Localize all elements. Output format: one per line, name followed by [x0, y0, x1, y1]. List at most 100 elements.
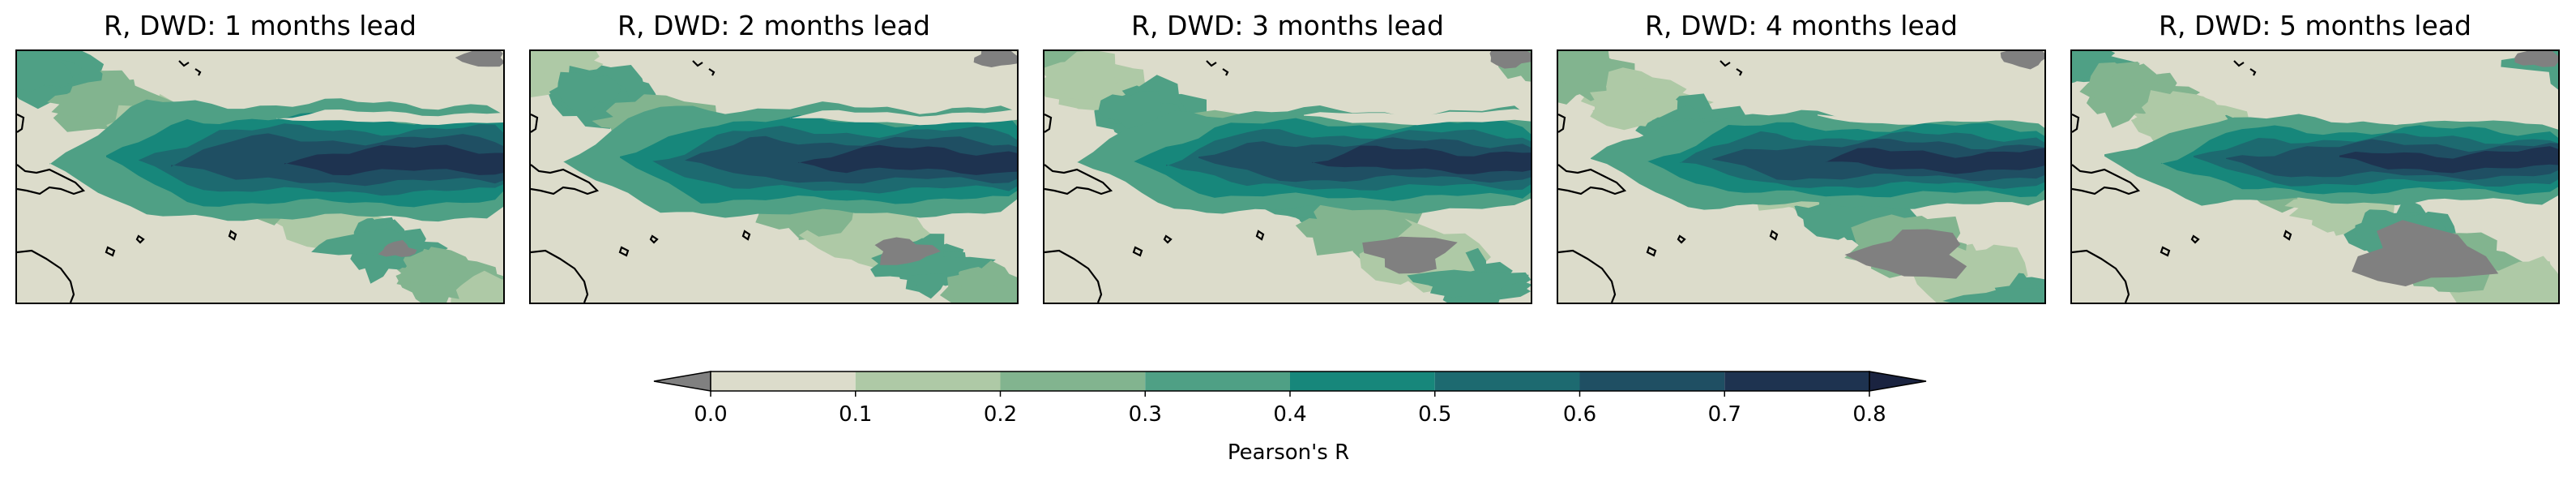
coastline: [2159, 246, 2171, 257]
coastline: [1206, 60, 1217, 67]
correlation-band: [1312, 145, 1531, 174]
coastline: [1646, 246, 1657, 257]
correlation-patch: [531, 51, 557, 81]
correlation-patch: [1407, 269, 1530, 298]
map-panel-1: [15, 49, 505, 304]
coastline: [2233, 60, 2245, 67]
coastline: [105, 246, 116, 257]
colorbar-swatch: [1290, 371, 1435, 391]
coastline: [17, 114, 25, 133]
correlation-patch: [1558, 58, 1591, 88]
coastline: [1255, 230, 1265, 241]
coastline: [618, 246, 630, 257]
correlation-band: [2339, 146, 2558, 174]
correlation-patch: [2088, 72, 2141, 103]
coastline: [228, 230, 237, 241]
coastline: [1558, 114, 1566, 133]
correlation-patch: [557, 71, 621, 114]
colorbar-tick-label: 0.6: [1563, 402, 1596, 427]
correlation-patch: [399, 260, 453, 288]
panel-title-3: R, DWD: 3 months lead: [1131, 10, 1444, 41]
coastline: [1222, 68, 1229, 76]
coastline: [178, 60, 190, 67]
colorbar-swatch: [1724, 371, 1869, 391]
panel-title-5: R, DWD: 5 months lead: [2159, 10, 2471, 41]
coastline: [1132, 246, 1143, 257]
coastline: [1044, 249, 1103, 303]
negative-correlation-area: [1362, 236, 1458, 274]
coastline: [2072, 114, 2080, 133]
negative-correlation-area: [455, 51, 503, 67]
negative-correlation-area: [2514, 51, 2558, 67]
negative-correlation-area: [874, 237, 941, 265]
coastline: [1163, 234, 1173, 244]
coastline: [17, 249, 75, 303]
panel-title-2: R, DWD: 2 months lead: [617, 10, 930, 41]
correlation-map: [1044, 51, 1531, 303]
coastline: [649, 234, 659, 244]
map-panel-4: [1557, 49, 2046, 304]
correlation-band: [798, 144, 1017, 175]
colorbar-under-arrow: [653, 371, 711, 392]
coastline: [692, 60, 703, 67]
correlation-band: [1818, 110, 2044, 125]
coastline: [2072, 164, 2141, 195]
correlation-patch: [17, 51, 75, 92]
map-panel-2: [529, 49, 1019, 304]
negative-correlation-area: [2352, 220, 2499, 286]
coastline: [1736, 68, 1743, 76]
negative-correlation-area: [973, 51, 1017, 67]
map-panel-5: [2070, 49, 2560, 304]
correlation-patch: [1044, 62, 1099, 100]
correlation-band: [790, 109, 1017, 126]
negative-correlation-area: [2000, 51, 2044, 70]
correlation-patch: [2145, 98, 2199, 139]
coastline: [1677, 234, 1686, 244]
map-panel-3: [1043, 49, 1532, 304]
correlation-band: [1826, 148, 2044, 174]
correlation-band: [284, 144, 503, 176]
correlation-patch: [461, 281, 503, 303]
correlation-band: [276, 110, 503, 125]
colorbar-swatch: [1579, 371, 1725, 391]
colorbar-tick-label: 0.8: [1852, 402, 1886, 427]
colorbar-swatch: [711, 371, 856, 391]
colorbar-tick-label: 0.3: [1129, 402, 1162, 427]
colorbar-swatch: [1145, 371, 1290, 391]
correlation-map: [17, 51, 503, 303]
coastline: [531, 249, 589, 303]
correlation-map: [1558, 51, 2044, 303]
coastline: [2190, 234, 2200, 244]
colorbar-over-arrow: [1869, 371, 1927, 392]
panel-title-1: R, DWD: 1 months lead: [104, 10, 417, 41]
correlation-patch: [1098, 91, 1162, 134]
colorbar-swatch: [1434, 371, 1580, 391]
coastline: [1558, 249, 1617, 303]
colorbar-tick-label: 0.0: [694, 402, 727, 427]
coastline: [2072, 249, 2130, 303]
coastline: [1558, 164, 1627, 195]
panel-title-4: R, DWD: 4 months lead: [1645, 10, 1958, 41]
colorbar-swatch: [855, 371, 1001, 391]
correlation-patch: [1595, 77, 1651, 117]
coastline: [741, 230, 751, 241]
coastline: [17, 164, 86, 195]
coastline: [2283, 230, 2292, 241]
colorbar-tick-label: 0.5: [1418, 402, 1451, 427]
colorbar-tick-label: 0.7: [1708, 402, 1741, 427]
coastline: [1044, 164, 1113, 195]
coastline: [1769, 230, 1779, 241]
correlation-band: [1304, 109, 1531, 126]
negative-correlation-area: [1489, 51, 1531, 69]
colorbar-swatch: [1000, 371, 1146, 391]
coastline: [1044, 114, 1053, 133]
colorbar-tick-label: 0.2: [984, 402, 1017, 427]
colorbar: 0.0 0.1 0.2 0.3 0.4 0.5 0.6 0.7 0.8 Pearson's R: [653, 371, 1927, 465]
coastline: [531, 164, 600, 195]
correlation-patch: [1942, 288, 2044, 303]
correlation-map: [531, 51, 1017, 303]
correlation-map: [2072, 51, 2558, 303]
coastline: [531, 114, 539, 133]
negative-correlation-area: [378, 239, 417, 257]
coastline: [135, 234, 145, 244]
